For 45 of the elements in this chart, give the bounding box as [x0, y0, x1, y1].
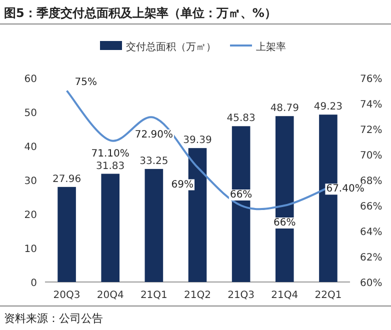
y-tick-label: 30 — [24, 176, 37, 187]
data-label: 66% — [230, 190, 252, 200]
y-tick-label: 0 — [30, 278, 37, 289]
y2-tick-label: 62% — [360, 252, 382, 264]
data-label: 69% — [171, 179, 194, 190]
data-label: 72.90% — [134, 130, 173, 141]
data-label: 45.83 — [226, 113, 256, 124]
bar — [144, 168, 164, 282]
y2-tick-label: 66% — [360, 202, 382, 212]
data-label: 75% — [74, 76, 98, 88]
bar — [58, 186, 76, 282]
x-tick-label: 21Q1 — [140, 290, 168, 301]
y2-tick-label: 72% — [360, 125, 382, 136]
data-label: 33.25 — [140, 156, 168, 167]
data-label: 66% — [274, 218, 296, 228]
x-tick-label: 21Q2 — [184, 290, 211, 301]
bar — [232, 126, 250, 282]
data-label: 71.10% — [91, 148, 130, 160]
chart-title: 图5：季度交付总面积及上架率（单位：万㎡、%） — [4, 6, 276, 20]
y2-tick-label: 64% — [360, 227, 382, 238]
legend-label: 交付总面积（万㎡） — [126, 41, 216, 53]
bar — [101, 174, 120, 282]
text: 资料来源：公司公告 — [4, 312, 103, 325]
legend-label: 上架率 — [256, 41, 286, 53]
x-tick-label: 21Q3 — [228, 290, 255, 301]
y2-tick-label: 60% — [360, 278, 382, 289]
data-label: 39.39 — [183, 135, 212, 146]
y-tick-label: 10 — [24, 244, 37, 255]
x-tick-label: 20Q4 — [96, 290, 124, 301]
data-label: 48.79 — [270, 103, 299, 114]
data-label: 27.96 — [52, 174, 82, 185]
data-label: 49.23 — [314, 102, 343, 113]
y-tick-label: 50 — [24, 108, 37, 119]
x-tick-label: 21Q4 — [271, 290, 298, 301]
y2-tick-label: 70% — [360, 150, 382, 162]
y2-tick-label: 76% — [360, 74, 382, 85]
y-tick-label: 40 — [24, 142, 37, 153]
x-tick-label: 22Q1 — [314, 290, 342, 301]
data-label: 67.40% — [326, 184, 364, 195]
y-tick-label: 60 — [24, 74, 37, 85]
bar — [275, 116, 294, 282]
y-tick-label: 20 — [24, 210, 37, 221]
x-tick-label: 20Q3 — [53, 290, 80, 301]
data-label: 31.83 — [96, 160, 125, 172]
y2-tick-label: 74% — [360, 100, 382, 110]
